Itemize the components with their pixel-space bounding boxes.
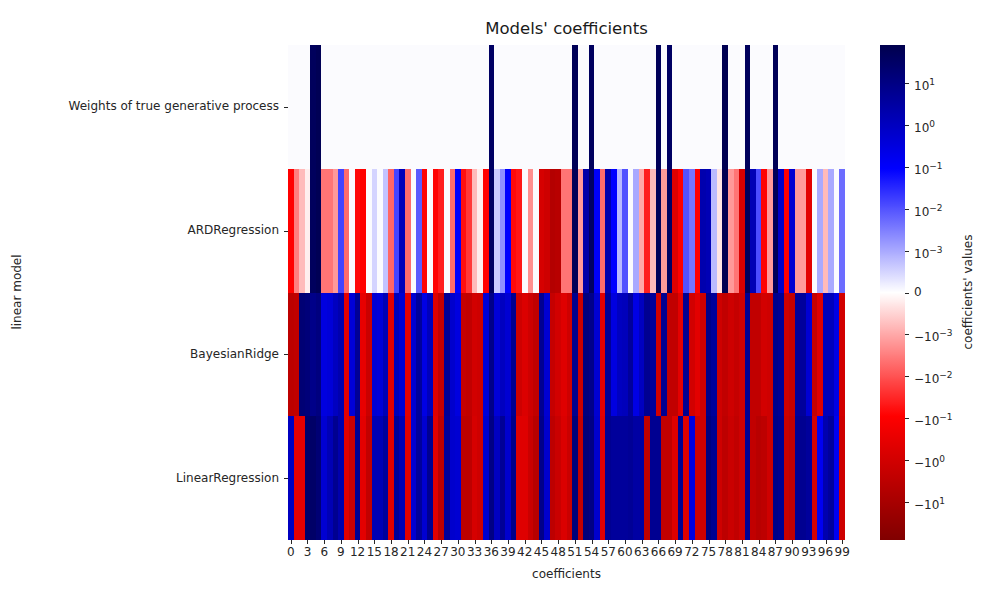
x-tick-mark — [341, 540, 342, 544]
heatmap-cell — [839, 293, 845, 417]
x-tick-mark — [558, 540, 559, 544]
colorbar-tick-mark — [905, 251, 909, 252]
colorbar-tick-label: −10−2 — [914, 368, 953, 387]
x-tick-mark — [408, 540, 409, 544]
colorbar-tick-label: 0 — [914, 285, 922, 300]
heatmap-cell — [839, 169, 845, 293]
x-tick-mark — [424, 540, 425, 544]
y-tick-label: LinearRegression — [0, 471, 279, 486]
x-tick-mark — [608, 540, 609, 544]
x-tick-mark — [291, 540, 292, 544]
x-tick-mark — [575, 540, 576, 544]
heatmap-row — [288, 169, 845, 293]
colorbar-tick-mark — [905, 167, 909, 168]
x-tick-mark — [324, 540, 325, 544]
y-tick-label: BayesianRidge — [0, 347, 279, 362]
x-tick-mark — [742, 540, 743, 544]
heatmap-row — [288, 293, 845, 417]
colorbar-tick-label: −10−3 — [914, 326, 953, 345]
colorbar-tick-mark — [905, 502, 909, 503]
colorbar-tick-mark — [905, 293, 909, 294]
y-tick-label: Weights of true generative process — [0, 99, 279, 114]
x-tick-mark — [826, 540, 827, 544]
x-tick-mark — [842, 540, 843, 544]
x-tick-mark — [458, 540, 459, 544]
colorbar-label: coefficients' values — [961, 235, 975, 350]
x-tick-mark — [391, 540, 392, 544]
x-tick-label: 99 — [829, 545, 855, 559]
x-tick-mark — [307, 540, 308, 544]
colorbar-tick-mark — [905, 376, 909, 377]
heatmap-cell — [839, 45, 845, 169]
x-tick-mark — [692, 540, 693, 544]
chart-title: Models' coefficients — [288, 19, 845, 38]
x-tick-mark — [625, 540, 626, 544]
colorbar-tick-mark — [905, 460, 909, 461]
colorbar-tick-mark — [905, 83, 909, 84]
x-tick-mark — [541, 540, 542, 544]
colorbar-tick-label: −10−1 — [914, 410, 953, 429]
y-axis-label: linear model — [10, 254, 24, 329]
x-axis-label: coefficients — [288, 567, 845, 581]
x-tick-mark — [725, 540, 726, 544]
x-tick-mark — [358, 540, 359, 544]
heatmap — [288, 45, 845, 540]
colorbar-tick-label: 10−2 — [914, 201, 943, 220]
y-tick-mark — [284, 231, 288, 232]
colorbar-tick-label: 100 — [914, 117, 935, 136]
heatmap-cell — [839, 416, 845, 540]
x-tick-mark — [775, 540, 776, 544]
x-tick-mark — [374, 540, 375, 544]
colorbar-tick-mark — [905, 209, 909, 210]
x-tick-mark — [525, 540, 526, 544]
x-tick-mark — [809, 540, 810, 544]
y-tick-mark — [284, 354, 288, 355]
colorbar-tick-label: 101 — [914, 75, 935, 94]
x-tick-mark — [441, 540, 442, 544]
colorbar-tick-mark — [905, 334, 909, 335]
y-tick-label: ARDRegression — [0, 223, 279, 238]
heatmap-row — [288, 45, 845, 169]
colorbar-tick-label: 10−1 — [914, 159, 943, 178]
y-tick-mark — [284, 107, 288, 108]
x-tick-mark — [475, 540, 476, 544]
colorbar — [880, 45, 905, 540]
x-tick-mark — [759, 540, 760, 544]
x-tick-mark — [792, 540, 793, 544]
colorbar-tick-label: −101 — [914, 494, 945, 513]
colorbar-tick-mark — [905, 125, 909, 126]
x-tick-mark — [675, 540, 676, 544]
heatmap-row — [288, 416, 845, 540]
colorbar-tick-label: −100 — [914, 452, 945, 471]
x-tick-mark — [592, 540, 593, 544]
x-tick-mark — [658, 540, 659, 544]
colorbar-tick-mark — [905, 418, 909, 419]
x-tick-mark — [491, 540, 492, 544]
figure: Models' coefficients linear model coeffi… — [0, 0, 1000, 600]
x-tick-mark — [709, 540, 710, 544]
colorbar-tick-label: 10−3 — [914, 243, 943, 262]
x-tick-mark — [642, 540, 643, 544]
y-tick-mark — [284, 478, 288, 479]
x-tick-mark — [508, 540, 509, 544]
